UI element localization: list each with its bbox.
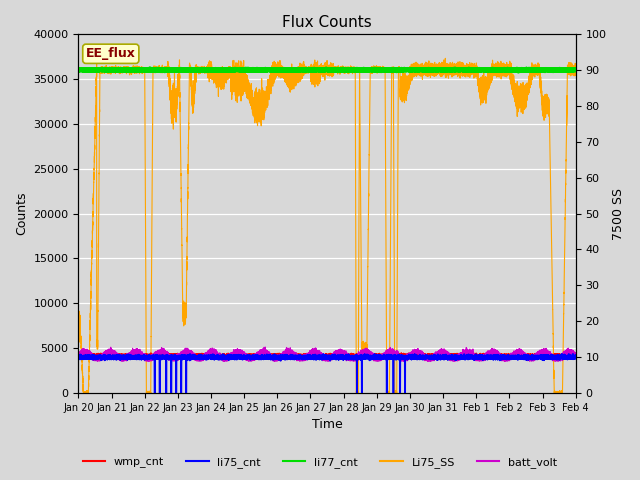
Title: Flux Counts: Flux Counts xyxy=(282,15,372,30)
X-axis label: Time: Time xyxy=(312,419,342,432)
Text: EE_flux: EE_flux xyxy=(86,48,136,60)
Legend: wmp_cnt, li75_cnt, li77_cnt, Li75_SS, batt_volt: wmp_cnt, li75_cnt, li77_cnt, Li75_SS, ba… xyxy=(78,452,562,472)
Y-axis label: 7500 SS: 7500 SS xyxy=(612,188,625,240)
Y-axis label: Counts: Counts xyxy=(15,192,28,235)
